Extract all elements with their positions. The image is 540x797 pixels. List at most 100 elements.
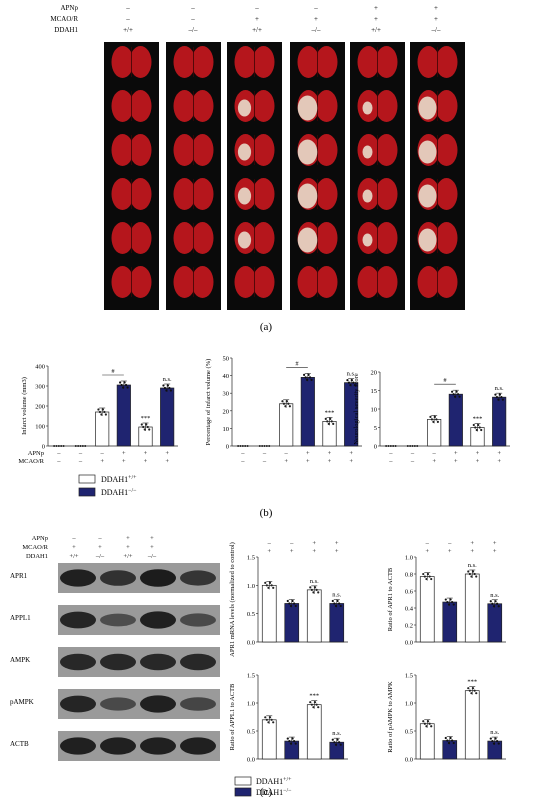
data-point: [324, 417, 327, 420]
brain-slice: [315, 266, 338, 298]
condition-mark: –: [240, 450, 245, 457]
data-point: [346, 379, 349, 382]
data-point: [474, 426, 477, 429]
brain-slice: [315, 222, 338, 254]
data-point: [429, 415, 432, 418]
data-point: [452, 393, 455, 396]
infarct-region: [362, 101, 373, 115]
y-tick-label: 1.0: [247, 701, 255, 708]
data-point: [489, 737, 492, 740]
data-point: [140, 423, 143, 426]
legend-label-ko: DDAH1−/−: [101, 488, 137, 497]
data-point: [497, 742, 500, 745]
header-cell: +: [374, 15, 378, 23]
header-cell: +/+: [371, 26, 381, 34]
data-point: [338, 741, 341, 744]
blot-header-cell: –/–: [95, 553, 105, 560]
data-point: [334, 604, 338, 608]
data-point: [55, 445, 58, 447]
data-point: [468, 572, 471, 576]
significance-label: ***: [141, 415, 151, 422]
y-tick-label: 1.0: [405, 701, 413, 708]
brain-slice: [375, 266, 398, 298]
data-point: [475, 428, 478, 432]
y-tick-label: 300: [35, 384, 45, 391]
brain-slice: [252, 46, 275, 78]
data-point: [239, 445, 242, 447]
brain-slice: [297, 266, 320, 298]
condition-mark: +: [122, 458, 126, 465]
y-tick-label: 1.0: [247, 583, 255, 590]
data-point: [494, 393, 497, 396]
panel-b-label: (b): [260, 507, 273, 519]
brain-strip: [104, 42, 159, 310]
data-point: [146, 425, 149, 429]
data-point: [241, 445, 244, 447]
data-point: [267, 721, 270, 724]
condition-mark: –: [410, 450, 415, 457]
data-point: [451, 390, 454, 393]
data-point: [312, 591, 315, 594]
data-point: [453, 395, 457, 398]
legend-swatch-wt: [234, 776, 252, 786]
data-point: [491, 739, 494, 743]
data-point: [428, 722, 431, 725]
data-point: [237, 445, 240, 447]
data-point: [53, 445, 56, 447]
header-cell: –/–: [431, 26, 441, 34]
significance-label: n.s.: [332, 591, 341, 598]
data-point: [145, 423, 148, 426]
data-point: [287, 402, 290, 405]
data-point: [294, 742, 297, 745]
data-point: [425, 577, 428, 581]
infarct-region: [237, 187, 252, 205]
significance-label: n.s.: [495, 385, 504, 392]
significance-label: ***: [325, 409, 335, 416]
data-point: [406, 445, 409, 447]
data-point: [332, 422, 335, 425]
panel-a-label: (a): [260, 321, 273, 333]
bar: [116, 384, 131, 447]
data-point: [268, 716, 272, 719]
data-point: [282, 402, 286, 405]
header-cell: +: [434, 15, 438, 23]
data-point: [268, 445, 271, 447]
brain-slice: [173, 266, 196, 298]
data-point: [60, 445, 63, 447]
blot-header-cell: +/+: [69, 553, 78, 560]
data-point: [436, 420, 439, 423]
condition-mark: +: [476, 458, 480, 465]
header-cell: –: [313, 4, 318, 12]
brain-slice: [315, 46, 338, 78]
condition-mark: +: [432, 458, 436, 465]
brain-slice: [375, 178, 398, 210]
bar: [442, 601, 458, 643]
brain-slice: [111, 178, 134, 210]
significance-label: n.s.: [347, 371, 356, 378]
condition-mark: –: [56, 450, 61, 457]
band-label: APR1: [10, 572, 28, 580]
panel-c-legend: DDAH1+/+ DDAH1−/−: [234, 776, 292, 797]
significance-label: ***: [309, 693, 319, 700]
protein-band: [140, 653, 176, 671]
header-cell: +: [255, 15, 259, 23]
data-point: [449, 736, 452, 740]
y-tick-label: 0.6: [405, 589, 414, 596]
band-label: AMPK: [10, 656, 30, 664]
condition-mark: +: [284, 458, 288, 465]
condition-mark: +: [144, 458, 148, 465]
brain-slice: [297, 46, 320, 78]
brain-strip: [410, 42, 465, 310]
y-tick-label: 1.5: [405, 673, 413, 680]
data-point: [121, 386, 125, 389]
panel-b-legend: DDAH1+/+ DDAH1−/−: [78, 474, 137, 497]
header-cell: +: [434, 4, 438, 12]
brain-slice: [111, 222, 134, 254]
brain-slice: [111, 46, 134, 78]
bar: [300, 377, 315, 447]
data-point: [467, 687, 470, 690]
data-point: [350, 379, 354, 382]
data-point: [347, 381, 351, 384]
header-cell: –: [190, 15, 195, 23]
legend-swatch-wt: [78, 474, 96, 484]
